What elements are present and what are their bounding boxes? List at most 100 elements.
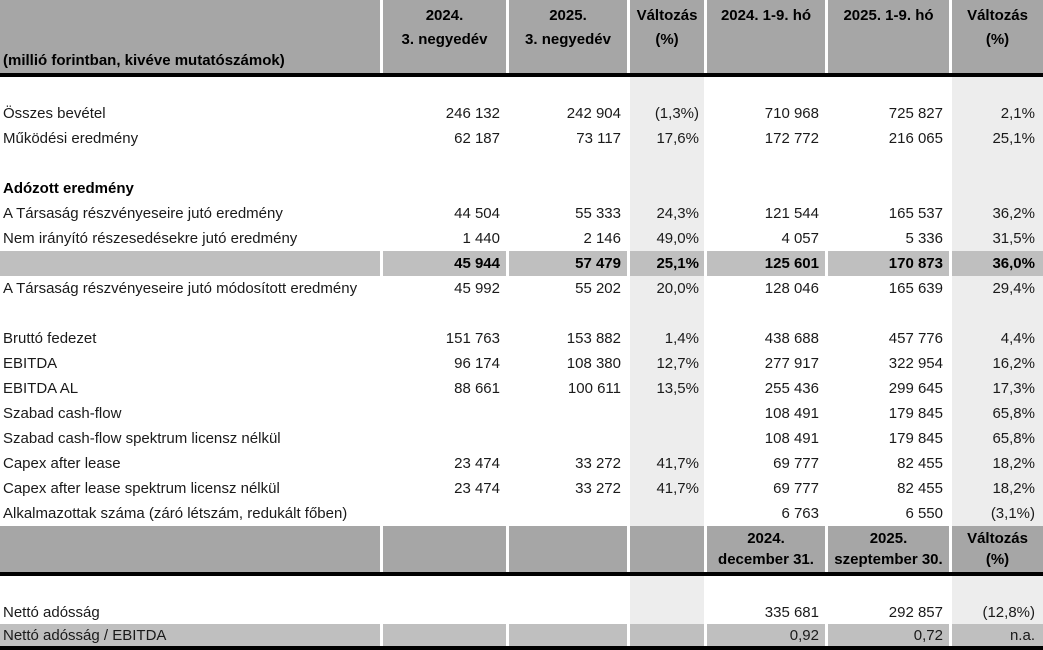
row-reszvenyeseire-juto-eredmeny: A Társaság részvényeseire jutó eredmény … [0,201,1043,226]
row-label: Nettó adósság / EBITDA [0,624,383,646]
row-netto-adossag-per-ebitda: Nettó adósság / EBITDA 0,92 0,72 n.a. [0,624,1043,646]
spacer-row [0,576,1043,600]
row-modositott-eredmeny: A Társaság részvényeseire jutó módosítot… [0,276,1043,301]
empty-cell [952,301,1043,326]
header-line-2: (%) [985,31,1010,48]
cell-2025q3: 73 117 [509,126,630,151]
empty-cell [630,77,707,101]
row-label: A Társaság részvényeseire jutó módosítot… [0,276,383,301]
cell-2025-9m: 179 845 [828,426,952,451]
col-header-2025-sep30: 2025. szeptember 30. [828,526,952,572]
cell-change-q: 41,7% [630,451,707,476]
row-capex-after-lease-spektrum-nelkul: Capex after lease spektrum licensz nélkü… [0,476,1043,501]
empty-cell [707,301,828,326]
empty-header-cell [630,526,707,572]
cell-change-q: 1,4% [630,326,707,351]
cell-change-9m: 29,4% [952,276,1043,301]
header-line-2: december 31. [718,551,814,568]
cell-2025q3 [509,600,630,624]
cell-2024q3: 23 474 [383,476,509,501]
empty-cell [383,576,509,600]
header-line-2: (%) [655,31,679,48]
cell-2024q3 [383,401,509,426]
row-szabad-cash-flow: Szabad cash-flow 108 491 179 845 65,8% [0,401,1043,426]
cell-2024-9m: 121 544 [707,201,828,226]
row-label: Nem irányító részesedésekre jutó eredmén… [0,226,383,251]
cell-change-q: 20,0% [630,276,707,301]
row-label: Szabad cash-flow [0,401,383,426]
cell-change-9m: 17,3% [952,376,1043,401]
row-adozott-eredmeny-total: 45 944 57 479 25,1% 125 601 170 873 36,0… [0,251,1043,276]
col-header-2025-q3: 2025. 3. negyedév [509,0,630,73]
cell-2024-9m: 125 601 [707,251,828,276]
row-label: Nettó adósság [0,600,383,624]
spacer-row [0,77,1043,101]
row-adozott-eredmeny-section: Adózott eredmény [0,176,1043,201]
row-capex-after-lease: Capex after lease 23 474 33 272 41,7% 69… [0,451,1043,476]
cell-2024q3: 96 174 [383,351,509,376]
cell-2025q3: 57 479 [509,251,630,276]
row-label: Összes bevétel [0,101,383,126]
header-line-1: 2024. [747,530,785,547]
empty-cell [707,151,828,176]
cell-2024q3: 88 661 [383,376,509,401]
empty-cell [0,151,383,176]
bottom-black-line [0,646,1043,650]
separator-line [0,572,1043,576]
balance-header-row: 2024. december 31. 2025. szeptember 30. … [0,526,1043,572]
row-osszes-bevetel: Összes bevétel 246 132 242 904 (1,3%) 71… [0,101,1043,126]
cell-2024-9m: 277 917 [707,351,828,376]
cell-2025q3 [509,624,630,646]
empty-cell [828,151,952,176]
black-separator [0,572,1043,576]
cell-2025-9m: 5 336 [828,226,952,251]
header-line-1: Változás [967,530,1028,547]
empty-cell [509,576,630,600]
cell-2025-sep30: 292 857 [828,600,952,624]
row-label: Működési eredmény [0,126,383,151]
cell-change-9m: 16,2% [952,351,1043,376]
cell-2025q3 [509,426,630,451]
spacer-row [0,301,1043,326]
empty-cell [509,301,630,326]
cell-change-q [630,426,707,451]
cell-2024-9m: 710 968 [707,101,828,126]
cell-change-9m: 18,2% [952,451,1043,476]
cell-2025q3: 33 272 [509,476,630,501]
cell-2025q3: 100 611 [509,376,630,401]
cell-2024q3: 151 763 [383,326,509,351]
cell-2024-9m: 255 436 [707,376,828,401]
cell-change-q [630,600,707,624]
empty-cell [828,77,952,101]
cell-change-9m: 36,0% [952,251,1043,276]
cell-2025q3: 108 380 [509,351,630,376]
cell-change-q: (1,3%) [630,101,707,126]
header-line-2: 3. negyedév [525,31,611,48]
empty-cell [509,176,630,201]
empty-cell [952,176,1043,201]
cell-2024q3: 23 474 [383,451,509,476]
spacer-row [0,151,1043,176]
cell-2025-9m: 216 065 [828,126,952,151]
separator-line [0,73,1043,77]
header-line-1: Változás [636,7,698,24]
cell-2025-9m: 82 455 [828,451,952,476]
empty-cell [0,576,383,600]
cell-2024-9m: 172 772 [707,126,828,151]
cell-change-q [630,624,707,646]
row-ebitda: EBITDA 96 174 108 380 12,7% 277 917 322 … [0,351,1043,376]
cell-2025q3: 55 202 [509,276,630,301]
row-szabad-cash-flow-spektrum-nelkul: Szabad cash-flow spektrum licensz nélkül… [0,426,1043,451]
empty-cell [630,301,707,326]
col-header-2025-9m: 2025. 1-9. hó [828,0,952,73]
cell-change-q [630,401,707,426]
cell-2024-9m: 69 777 [707,451,828,476]
cell-2024q3: 45 992 [383,276,509,301]
cell-2024q3 [383,624,509,646]
cell-2024q3: 246 132 [383,101,509,126]
cell-2025-9m: 725 827 [828,101,952,126]
cell-2025q3: 55 333 [509,201,630,226]
cell-2024-9m: 4 057 [707,226,828,251]
col-header-change-9m: Változás (%) [952,0,1043,73]
